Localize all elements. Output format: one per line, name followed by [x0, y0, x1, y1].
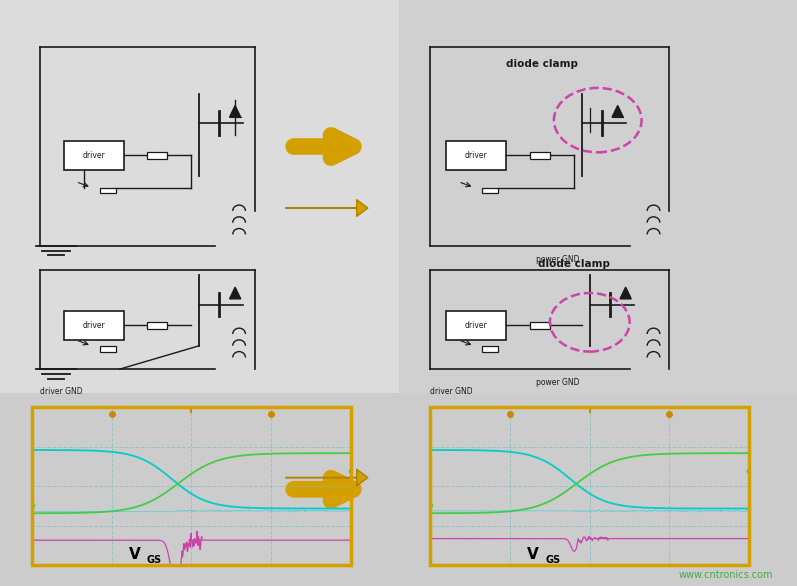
- Bar: [100, 188, 116, 193]
- Polygon shape: [230, 105, 241, 117]
- Bar: [147, 152, 167, 159]
- Bar: [482, 188, 498, 193]
- Bar: [398, 0, 797, 393]
- Bar: [147, 322, 167, 329]
- Bar: [446, 311, 506, 340]
- Text: GS: GS: [545, 555, 560, 565]
- Text: power GND: power GND: [536, 378, 579, 387]
- Text: $\mathbf{V}$: $\mathbf{V}$: [526, 546, 540, 562]
- Bar: [0, 0, 398, 393]
- Bar: [64, 141, 124, 170]
- Bar: [530, 152, 550, 159]
- Text: driver GND: driver GND: [430, 387, 473, 396]
- Text: driver: driver: [465, 151, 488, 160]
- Bar: [100, 346, 116, 352]
- Polygon shape: [612, 105, 623, 117]
- FancyArrowPatch shape: [293, 478, 353, 500]
- Bar: [446, 141, 506, 170]
- Bar: [482, 346, 498, 352]
- FancyArrowPatch shape: [293, 135, 353, 158]
- Polygon shape: [230, 287, 241, 299]
- Bar: [530, 322, 550, 329]
- Text: $\mathbf{V}$: $\mathbf{V}$: [128, 546, 141, 562]
- Text: driver: driver: [82, 151, 105, 160]
- Bar: [64, 311, 124, 340]
- Text: diode clamp: diode clamp: [506, 59, 578, 70]
- FancyArrowPatch shape: [285, 200, 368, 216]
- Text: diode clamp: diode clamp: [538, 258, 610, 269]
- Text: driver: driver: [82, 321, 105, 330]
- Polygon shape: [620, 287, 631, 299]
- Text: GS: GS: [147, 555, 162, 565]
- Text: power GND: power GND: [536, 255, 579, 264]
- FancyArrowPatch shape: [285, 469, 368, 486]
- Text: driver: driver: [465, 321, 488, 330]
- Text: driver GND: driver GND: [40, 387, 82, 396]
- Text: www.cntronics.com: www.cntronics.com: [678, 570, 773, 580]
- Bar: [0, 393, 797, 586]
